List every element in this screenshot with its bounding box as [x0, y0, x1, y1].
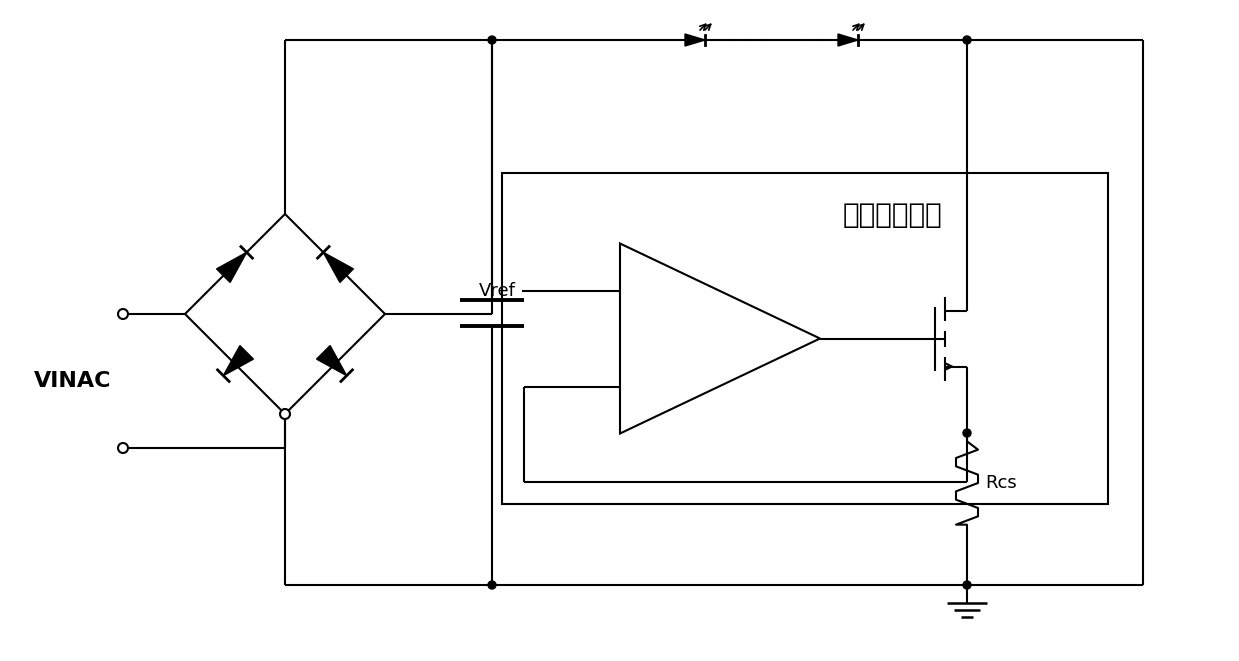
- Circle shape: [963, 581, 971, 589]
- Text: amp: amp: [695, 329, 735, 348]
- Circle shape: [488, 36, 496, 44]
- Circle shape: [963, 429, 971, 437]
- Polygon shape: [217, 253, 247, 282]
- Bar: [502, 173, 1108, 504]
- Text: −: −: [631, 377, 649, 397]
- Text: 恒流驱动电路: 恒流驱动电路: [843, 201, 942, 229]
- Polygon shape: [620, 243, 820, 434]
- Circle shape: [280, 409, 290, 419]
- Polygon shape: [323, 253, 353, 282]
- Polygon shape: [317, 346, 347, 375]
- Circle shape: [963, 36, 971, 44]
- Text: Rcs: Rcs: [985, 474, 1017, 492]
- Text: VINAC: VINAC: [33, 371, 112, 391]
- Polygon shape: [838, 34, 857, 46]
- Circle shape: [118, 443, 128, 453]
- Text: Vref: Vref: [479, 282, 515, 299]
- Circle shape: [488, 581, 496, 589]
- Circle shape: [118, 309, 128, 319]
- Polygon shape: [685, 34, 705, 46]
- Text: +: +: [632, 281, 648, 300]
- Polygon shape: [223, 346, 254, 375]
